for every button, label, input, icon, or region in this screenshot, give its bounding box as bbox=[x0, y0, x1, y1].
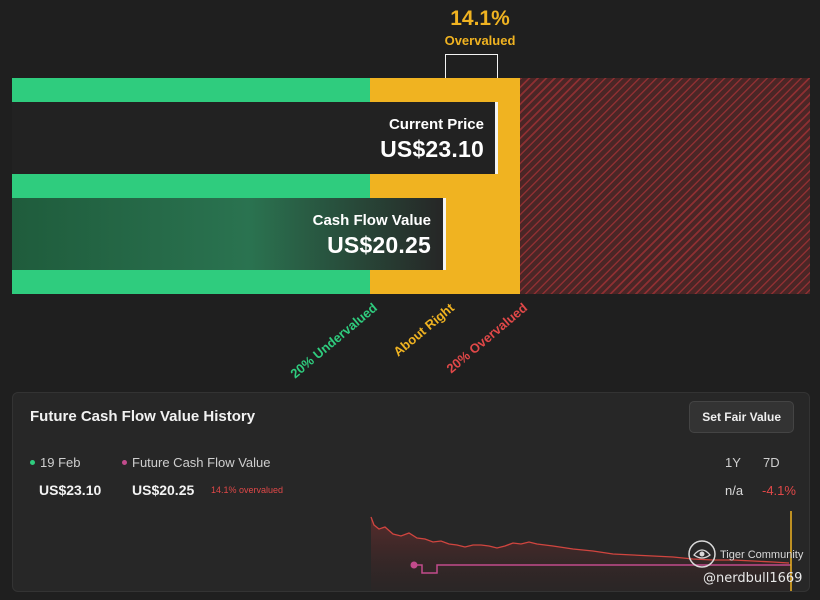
history-sparkline bbox=[370, 511, 792, 591]
legend-dot-green-icon bbox=[30, 460, 35, 465]
overvalued-zone bbox=[520, 78, 810, 294]
current-price-bar bbox=[12, 102, 498, 174]
current-price-label: Current Price US$23.10 bbox=[380, 116, 484, 163]
history-overvalued-note: 14.1% overvalued bbox=[211, 485, 284, 495]
price-history-area bbox=[371, 517, 791, 591]
legend-price-date-label: 19 Feb bbox=[40, 455, 81, 470]
legend-price-date[interactable]: 19 Feb bbox=[30, 455, 80, 470]
tiger-logo-icon bbox=[688, 540, 716, 568]
valuation-percent-header: 14.1% Overvalued bbox=[430, 7, 530, 48]
legend-future-cash-flow-label: Future Cash Flow Value bbox=[132, 455, 271, 470]
range-7d-tab[interactable]: 7D bbox=[763, 455, 780, 470]
cash-flow-value-label: Cash Flow Value US$20.25 bbox=[313, 212, 431, 259]
price-history-line bbox=[370, 516, 790, 564]
fair-value-history-line bbox=[414, 564, 791, 574]
fair-value-start-marker bbox=[410, 561, 418, 569]
cash-flow-value-bar bbox=[12, 198, 446, 270]
zone-label-about-right: About Right bbox=[390, 300, 457, 360]
legend-dot-pink-icon bbox=[122, 460, 127, 465]
range-1y-value: n/a bbox=[725, 483, 744, 498]
future-cash-flow-history-card: Future Cash Flow Value History Set Fair … bbox=[12, 392, 810, 592]
watermark-user: @nerdbull1669 bbox=[703, 571, 803, 586]
undervalued-zone-top bbox=[12, 78, 370, 102]
set-fair-value-button[interactable]: Set Fair Value bbox=[689, 401, 794, 433]
history-price-value: US$23.10 bbox=[39, 482, 102, 498]
history-fair-value: US$20.25 bbox=[132, 482, 195, 498]
current-price-caption: Current Price bbox=[388, 116, 484, 133]
valuation-percent: 14.1% bbox=[450, 7, 510, 30]
current-price-value: US$23.10 bbox=[380, 136, 484, 162]
range-1y-tab[interactable]: 1Y bbox=[725, 455, 741, 470]
valuation-bar-section: 14.1% Overvalued Current Price US$23.10 … bbox=[12, 7, 810, 382]
valuation-status: Overvalued bbox=[444, 33, 516, 48]
watermark-brand: Tiger Community bbox=[720, 549, 804, 561]
cash-flow-value-amount: US$20.25 bbox=[327, 232, 431, 258]
cash-flow-value-caption: Cash Flow Value bbox=[312, 212, 431, 229]
legend-future-cash-flow[interactable]: Future Cash Flow Value bbox=[122, 455, 271, 470]
zone-label-undervalued: 20% Undervalued bbox=[286, 300, 380, 382]
range-7d-value: -4.1% bbox=[762, 483, 796, 498]
history-title: Future Cash Flow Value History bbox=[30, 408, 256, 425]
